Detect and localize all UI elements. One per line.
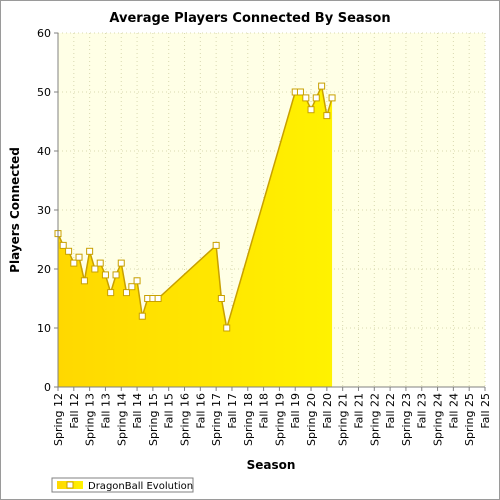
data-point xyxy=(86,247,94,255)
legend: DragonBall Evolution xyxy=(51,477,194,493)
x-tick-label: Spring 13 xyxy=(84,393,97,446)
x-tick-label: Fall 16 xyxy=(194,393,207,429)
x-tick-label: Spring 19 xyxy=(273,393,286,446)
data-point xyxy=(133,277,141,285)
data-point xyxy=(217,295,225,302)
x-tick-label: Fall 23 xyxy=(416,393,429,429)
data-point xyxy=(117,259,125,267)
x-tick-label: Spring 14 xyxy=(115,393,128,446)
y-tick-label: 40 xyxy=(37,145,51,158)
x-tick-label: Spring 20 xyxy=(305,393,318,446)
x-tick-label: Fall 21 xyxy=(352,393,365,429)
y-tick-label: 20 xyxy=(37,263,51,276)
y-tick-label: 30 xyxy=(37,204,51,217)
data-point xyxy=(312,94,320,102)
data-point xyxy=(328,94,336,102)
data-point xyxy=(91,265,99,273)
x-tick-labels: Spring 12 Fall 12 Spring 13 Fall 13 Spring 1… xyxy=(52,393,492,446)
x-tick-label: Spring 21 xyxy=(337,393,350,446)
x-axis-title: Season xyxy=(247,458,296,472)
data-point xyxy=(96,259,104,267)
data-point xyxy=(122,289,130,297)
x-tick-label: Fall 22 xyxy=(384,393,397,429)
x-tick-label: Spring 16 xyxy=(179,393,192,446)
data-point xyxy=(107,289,115,297)
data-point xyxy=(296,88,304,96)
x-tick-label: Fall 17 xyxy=(226,393,239,429)
x-tick-label: Spring 17 xyxy=(210,393,223,446)
data-point xyxy=(307,106,315,114)
y-tick-label: 0 xyxy=(44,381,51,394)
data-point xyxy=(101,271,109,279)
data-point xyxy=(223,324,231,332)
data-point xyxy=(80,277,88,285)
x-tick-label: Fall 18 xyxy=(258,393,271,429)
legend-marker xyxy=(66,481,74,489)
y-tick-label: 10 xyxy=(37,322,51,335)
x-tick-label: Spring 15 xyxy=(147,393,160,446)
x-tick-label: Fall 20 xyxy=(321,393,334,429)
data-point xyxy=(154,295,162,302)
data-point xyxy=(128,283,136,291)
y-tick-labels: 0 10 20 30 40 50 60 xyxy=(37,27,51,394)
data-point xyxy=(70,259,78,267)
y-tick-label: 50 xyxy=(37,86,51,99)
x-tick-label: Fall 19 xyxy=(289,393,302,429)
x-tick-label: Fall 14 xyxy=(131,393,144,429)
chart-title: Average Players Connected By Season xyxy=(109,11,390,26)
x-tick-label: Spring 12 xyxy=(52,393,65,446)
data-point xyxy=(302,94,310,102)
x-tick-label: Spring 24 xyxy=(432,393,445,446)
data-point xyxy=(65,247,73,255)
data-point xyxy=(59,241,67,249)
data-point xyxy=(112,271,120,279)
x-tick-label: Fall 25 xyxy=(479,393,492,429)
data-point xyxy=(323,112,331,120)
x-tick-label: Fall 13 xyxy=(99,393,112,429)
axes xyxy=(54,32,486,391)
x-tick-label: Spring 25 xyxy=(463,393,476,446)
data-point xyxy=(138,312,146,320)
series-area xyxy=(54,82,336,387)
data-point xyxy=(318,82,326,90)
y-axis-title: Players Connected xyxy=(8,147,22,273)
y-tick-label: 60 xyxy=(37,27,51,40)
legend-label: DragonBall Evolution xyxy=(88,481,193,492)
data-point xyxy=(75,253,83,261)
legend-box xyxy=(51,477,194,493)
area-fill xyxy=(58,86,333,387)
x-tick-label: Spring 23 xyxy=(400,393,413,446)
x-tick-label: Fall 24 xyxy=(447,393,460,429)
data-point xyxy=(212,241,220,249)
x-tick-label: Spring 22 xyxy=(368,393,381,446)
x-tick-label: Spring 18 xyxy=(242,393,255,446)
x-tick-label: Fall 15 xyxy=(163,393,176,429)
x-tick-label: Fall 12 xyxy=(68,393,81,429)
